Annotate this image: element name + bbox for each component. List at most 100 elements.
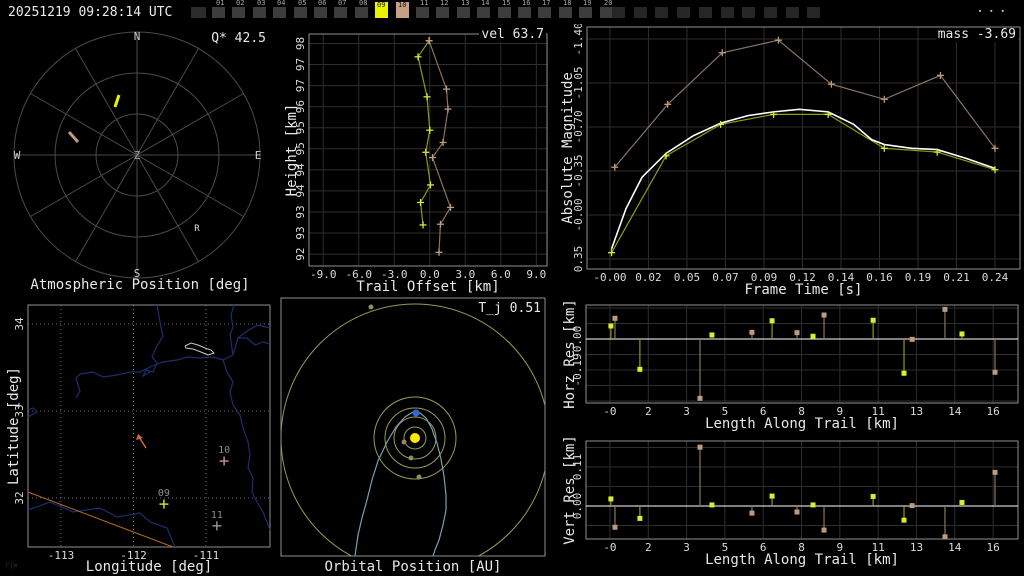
frame-thumb-blank[interactable] [191, 7, 206, 18]
frame-thumb-extra-7[interactable] [742, 7, 755, 18]
frame-thumb-18[interactable] [559, 7, 572, 18]
x-tick-label: 14 [948, 405, 962, 418]
residual-marker-station-10-vert [942, 534, 948, 540]
x-tick-label: 16 [986, 405, 999, 418]
earth-dot [412, 409, 420, 417]
y-tick-label: 96 [294, 100, 307, 113]
y-tick-label: 94 [294, 184, 307, 198]
residual-marker-station-10-horz [992, 369, 998, 375]
overflow-ellipsis[interactable]: ... [975, 0, 1010, 16]
planet-dot [401, 439, 407, 445]
y-tick-label: -0.35 [572, 154, 585, 187]
frame-thumb-label-11: 11 [420, 0, 429, 7]
x-tick-label: 9.0 [526, 268, 546, 281]
frame-thumb-03[interactable] [253, 7, 266, 18]
vert-res-xlabel: Length Along Trail [km] [705, 552, 899, 568]
compass-east-label: E [255, 149, 262, 162]
tisserand-badge: T_j 0.51 [476, 301, 543, 316]
frame-thumb-13[interactable] [457, 7, 470, 18]
x-tick-label: 3 [683, 405, 690, 418]
frame-thumb-extra-6[interactable] [721, 7, 734, 18]
frame-thumb-label-08: 08 [359, 0, 368, 7]
trail-xlabel: Trail Offset [km] [356, 279, 500, 295]
residual-marker-station-09-horz [608, 323, 614, 329]
frame-thumb-extra-3[interactable] [655, 7, 668, 18]
frame-thumb-08[interactable] [355, 7, 368, 18]
frame-thumb-06[interactable] [314, 7, 327, 18]
y-tick-label: 33 [13, 404, 26, 417]
x-tick-label: 2 [645, 405, 652, 418]
residual-marker-station-09-horz [810, 333, 816, 339]
residual-marker-station-09-vert [637, 515, 643, 521]
frame-thumb-extra-10[interactable] [807, 7, 820, 18]
x-tick-label: -9.0 [310, 268, 337, 281]
residual-marker-station-10-horz [821, 312, 827, 318]
frame-thumb-16[interactable] [518, 7, 531, 18]
residual-marker-station-10-horz [612, 315, 618, 321]
residual-marker-station-10-vert [697, 444, 703, 450]
y-tick-label: 0.35 [572, 246, 585, 273]
x-tick-label: 0.0 [420, 268, 440, 281]
frame-thumb-extra-9[interactable] [786, 7, 799, 18]
x-tick-label: 3.0 [455, 268, 475, 281]
x-tick-label: 11 [872, 541, 885, 554]
frame-thumb-label-03: 03 [257, 0, 266, 7]
frame-thumb-label-06: 06 [318, 0, 327, 7]
series-line-station-10-mag [614, 39, 996, 168]
y-tick-label: -0.19 [571, 353, 584, 386]
x-tick-label: 8 [798, 541, 805, 554]
x-tick-label: 16 [986, 541, 999, 554]
x-tick-label: 11 [872, 405, 885, 418]
ground-track-arrowhead [136, 434, 143, 440]
x-tick-label: 0.14 [828, 271, 855, 284]
series-line-station-09 [417, 40, 432, 226]
meteoroid-orbit-path [354, 411, 447, 556]
frame-thumb-19[interactable] [579, 7, 592, 18]
frame-thumb-extra-2[interactable] [634, 7, 647, 18]
frame-thumb-extra-8[interactable] [764, 7, 777, 18]
x-tick-label: -113 [48, 549, 75, 562]
frame-thumb-05[interactable] [294, 7, 307, 18]
y-tick-label: -1.40 [572, 22, 585, 55]
series-line-station-09-mag [611, 113, 996, 253]
x-tick-label: 5 [722, 541, 729, 554]
frame-thumb-07[interactable] [334, 7, 347, 18]
planet-orbit-circle [281, 303, 545, 556]
river-line [141, 304, 164, 378]
frame-thumb-extra-5[interactable] [699, 7, 712, 18]
frame-thumb-extra-1[interactable] [612, 7, 625, 18]
height-ylabel: Height [km] [284, 103, 300, 197]
plot-border [585, 304, 1019, 404]
x-tick-label: 9 [837, 541, 844, 554]
frame-thumb-extra-4[interactable] [677, 7, 690, 18]
frame-thumb-20[interactable] [600, 7, 613, 18]
x-tick-label: 3 [683, 541, 690, 554]
frame-thumb-09[interactable] [375, 2, 388, 18]
frame-thumb-01[interactable] [212, 7, 225, 18]
frame-thumb-17[interactable] [538, 7, 551, 18]
frame-thumb-15[interactable] [498, 7, 511, 18]
frame-thumb-04[interactable] [273, 7, 286, 18]
plot-border [308, 33, 548, 267]
frame-time-xlabel: Frame Time [s] [744, 282, 863, 298]
orbital-title: Orbital Position [AU] [324, 559, 502, 575]
river-line [222, 359, 271, 531]
compass-south-label: S [134, 267, 141, 280]
frame-thumb-12[interactable] [436, 7, 449, 18]
y-tick-label: -1.05 [572, 66, 585, 99]
residual-marker-station-09-horz [709, 332, 715, 338]
frame-thumb-02[interactable] [232, 7, 245, 18]
frame-thumb-label-18: 18 [563, 0, 572, 7]
frame-thumb-11[interactable] [416, 7, 429, 18]
frame-thumb-14[interactable] [477, 7, 490, 18]
horz-res-xlabel: Length Along Trail [km] [705, 416, 899, 432]
x-tick-label: 13 [910, 405, 923, 418]
residual-marker-station-10-horz [749, 329, 755, 335]
y-tick-label: 97 [294, 79, 307, 92]
x-tick-label: -3.0 [381, 268, 408, 281]
frame-thumb-10[interactable] [396, 2, 409, 18]
velocity-badge: vel 63.7 [479, 27, 546, 42]
x-tick-label: 6 [760, 405, 767, 418]
timestamp: 20251219 09:28:14 UTC [8, 5, 173, 20]
